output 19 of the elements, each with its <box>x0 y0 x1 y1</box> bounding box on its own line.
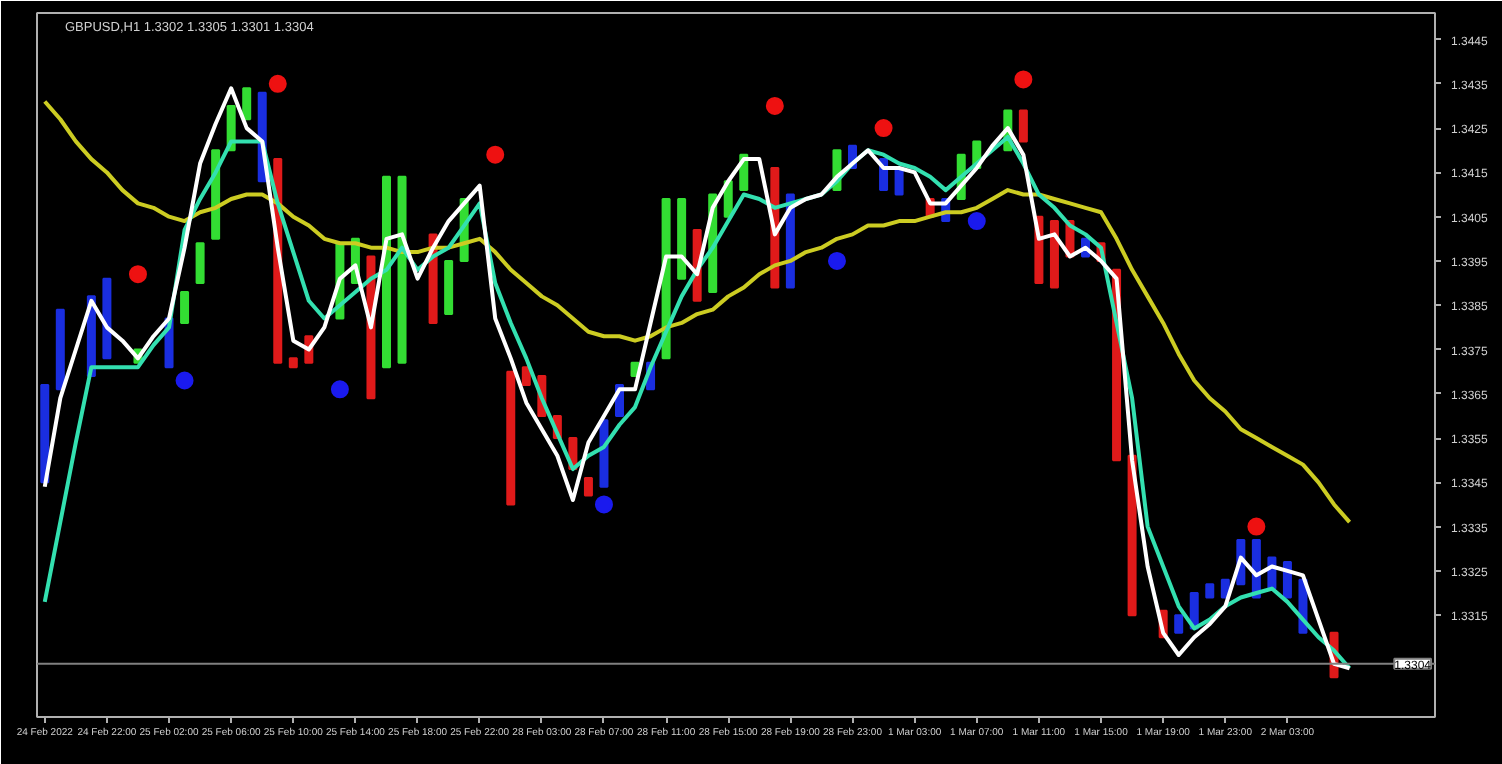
point <box>330 380 349 399</box>
candlestick <box>180 290 190 324</box>
point <box>1014 70 1033 89</box>
point <box>1247 517 1266 536</box>
point <box>874 119 893 138</box>
point <box>765 97 784 115</box>
point <box>594 495 613 514</box>
line-series <box>42 99 1352 525</box>
point <box>175 371 194 390</box>
point <box>268 74 287 93</box>
candlestick <box>242 87 252 121</box>
point <box>967 212 986 231</box>
candlestick <box>1282 561 1292 599</box>
candlestick <box>1018 109 1028 143</box>
point <box>827 251 846 270</box>
candlestick <box>894 166 904 196</box>
point <box>128 265 147 284</box>
point <box>486 145 505 164</box>
candlestick <box>195 242 205 285</box>
